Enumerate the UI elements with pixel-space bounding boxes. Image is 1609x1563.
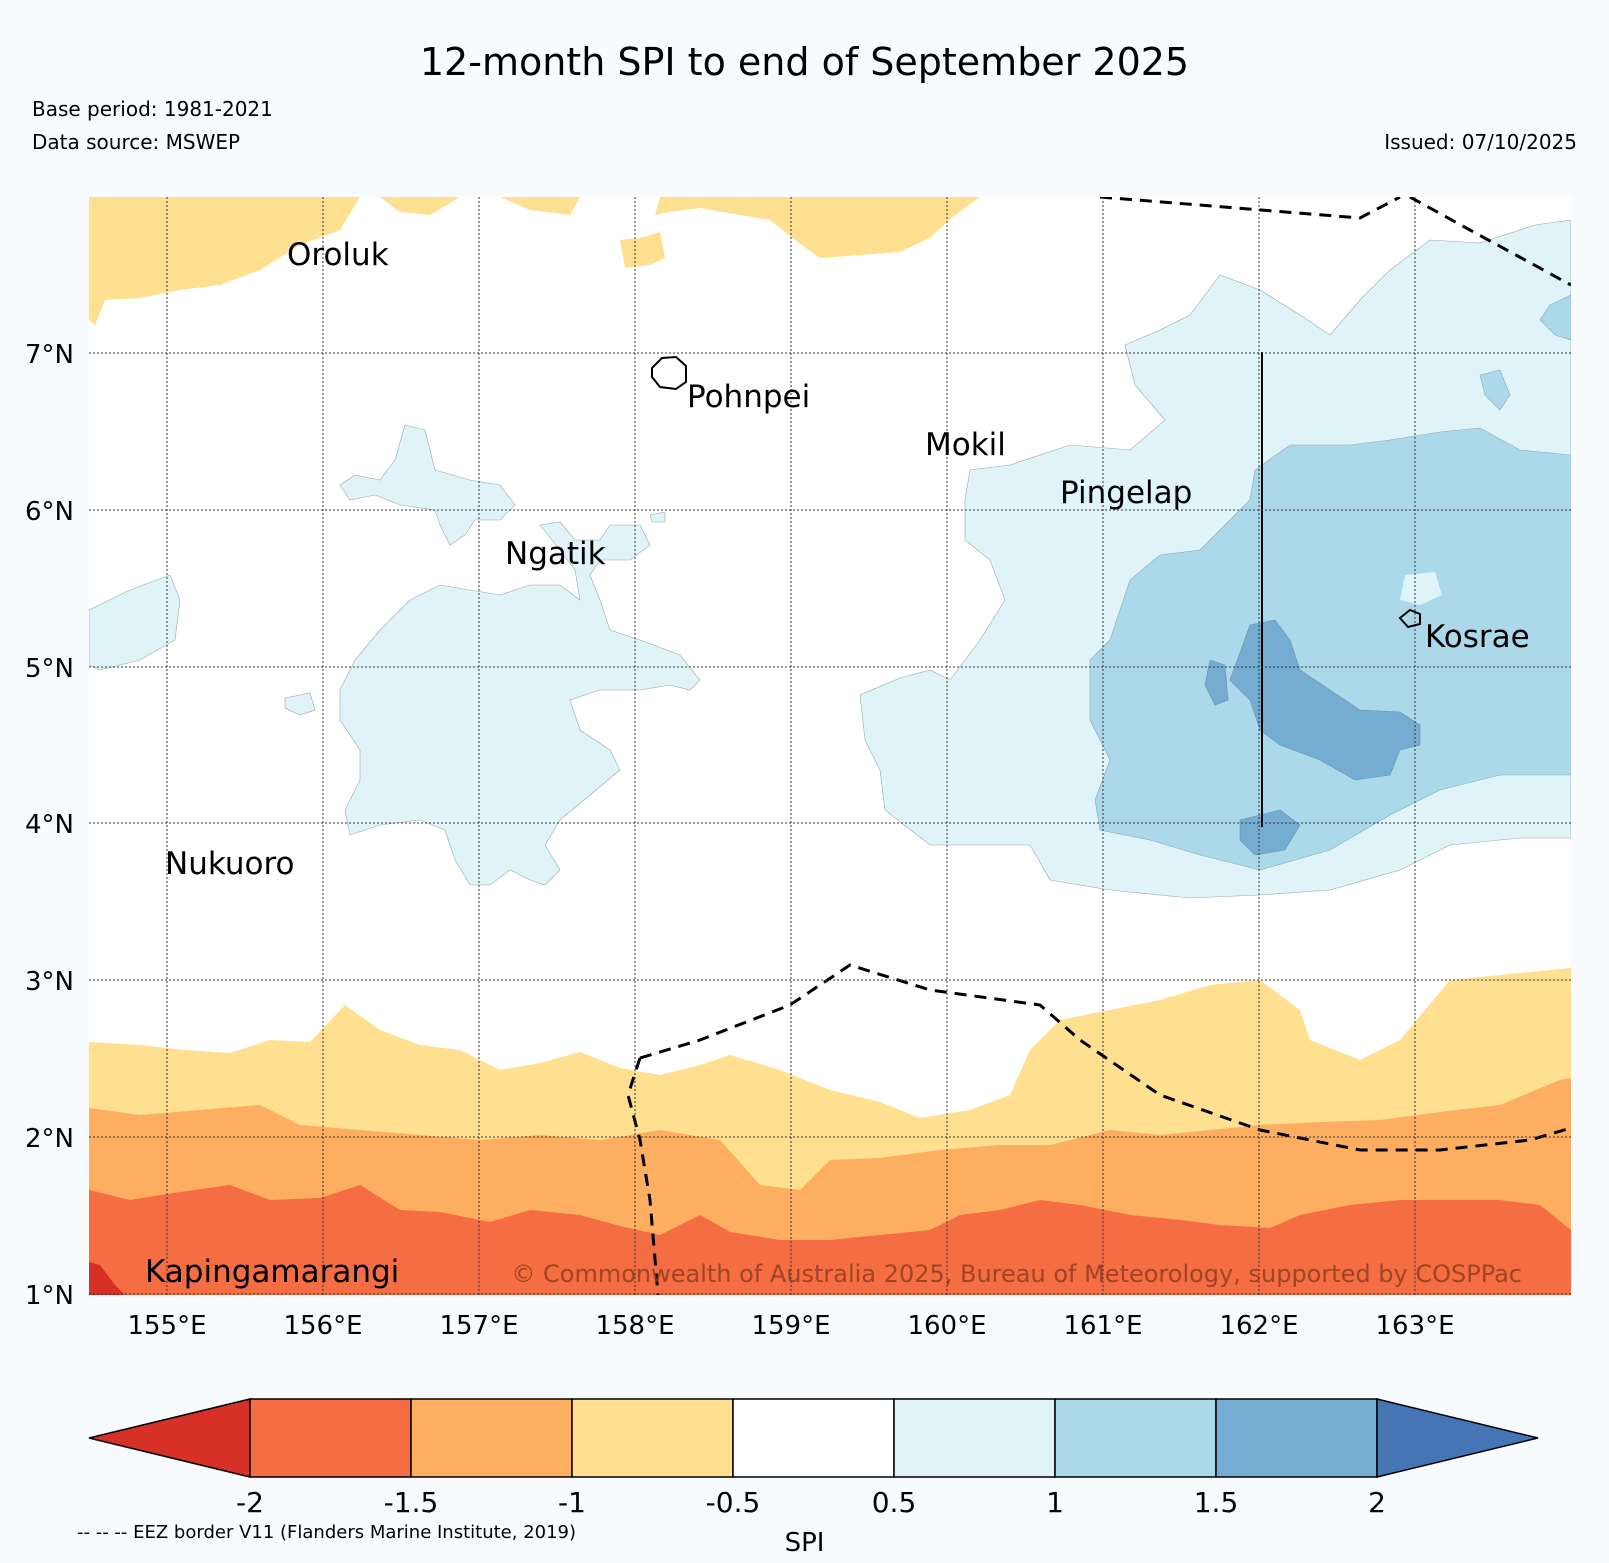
spi-region-dry-extreme [89,1262,125,1295]
colorbar-label: SPI [784,1528,825,1558]
copyright-notice: © Commonwealth of Australia 2025, Bureau… [511,1260,1522,1288]
place-label-nukuoro: Nukuoro [165,846,294,882]
eez-legend-note: -- -- -- EEZ border V11 (Flanders Marine… [77,1522,577,1543]
lat-tick-7: 7°N [25,340,74,370]
place-label-oroluk: Oroluk [287,237,389,273]
spi-region-wet-mild-kosrae-hole [1400,572,1442,605]
lon-tick-156: 156°E [283,1311,362,1341]
lon-tick-157: 157°E [439,1311,518,1341]
colorbar [88,1398,1539,1478]
spi-region-dry-moderate-north [89,197,980,325]
lon-tick-162: 162°E [1219,1311,1298,1341]
pohnpei-island [651,355,687,391]
lat-axis: 7°N 6°N 5°N 4°N 3°N 2°N 1°N [25,340,74,1311]
colorbar-tick: 1.5 [1194,1486,1239,1519]
lon-tick-160: 160°E [907,1311,986,1341]
base-period: Base period: 1981-2021 [32,97,273,121]
lon-tick-155: 155°E [127,1311,206,1341]
spi-region-wet-moderate-ne [1479,294,1571,411]
spi-region-dry-severe [89,1185,1571,1295]
place-label-mokil: Mokil [925,427,1006,463]
colorbar-tick: -2 [236,1486,264,1519]
spi-region-wet-mild-central [89,424,701,886]
lon-tick-161: 161°E [1063,1311,1142,1341]
colorbar-tick: -0.5 [706,1486,761,1519]
colorbar-bin [1054,1398,1217,1478]
colorbar-tick: -1.5 [384,1486,439,1519]
lat-tick-2: 2°N [25,1124,74,1154]
place-label-pohnpei: Pohnpei [687,379,810,415]
colorbar-extend-low [88,1398,251,1478]
spi-region-wet-moderate-east [1089,427,1571,871]
colorbar-bin [571,1398,734,1478]
colorbar-tick: 1 [1046,1486,1064,1519]
lon-tick-163: 163°E [1375,1311,1454,1341]
place-label-pingelap: Pingelap [1060,475,1192,511]
lat-tick-3: 3°N [25,967,74,997]
lon-tick-158: 158°E [595,1311,674,1341]
colorbar-ticks: -2 -1.5 -1 -0.5 0.5 1 1.5 2 [236,1486,1386,1519]
graticule [89,197,1571,1295]
colorbar-bin [732,1398,895,1478]
lat-tick-5: 5°N [25,654,74,684]
colorbar-tick: 0.5 [872,1486,917,1519]
place-label-ngatik: Ngatik [505,536,606,572]
kosrae-island [1398,608,1421,629]
place-label-kosrae: Kosrae [1425,619,1530,655]
lat-tick-1: 1°N [25,1281,74,1311]
colorbar-bin [410,1398,573,1478]
colorbar-tick: 2 [1368,1486,1386,1519]
colorbar-bin [249,1398,412,1478]
colorbar-extend-high [1376,1398,1539,1478]
colorbar-bin [1215,1398,1378,1478]
lon-axis: 155°E 156°E 157°E 158°E 159°E 160°E 161°… [127,1311,1454,1341]
place-label-kapingamarangi: Kapingamarangi [145,1254,399,1290]
data-source: Data source: MSWEP [32,130,241,154]
issued-date: Issued: 07/10/2025 [1384,130,1577,154]
lat-tick-4: 4°N [25,810,74,840]
map-title: 12-month SPI to end of September 2025 [419,40,1190,84]
colorbar-tick: -1 [558,1486,586,1519]
lat-tick-6: 6°N [25,497,74,527]
lon-tick-159: 159°E [751,1311,830,1341]
colorbar-bin [893,1398,1056,1478]
eez-borders [626,197,1571,1295]
